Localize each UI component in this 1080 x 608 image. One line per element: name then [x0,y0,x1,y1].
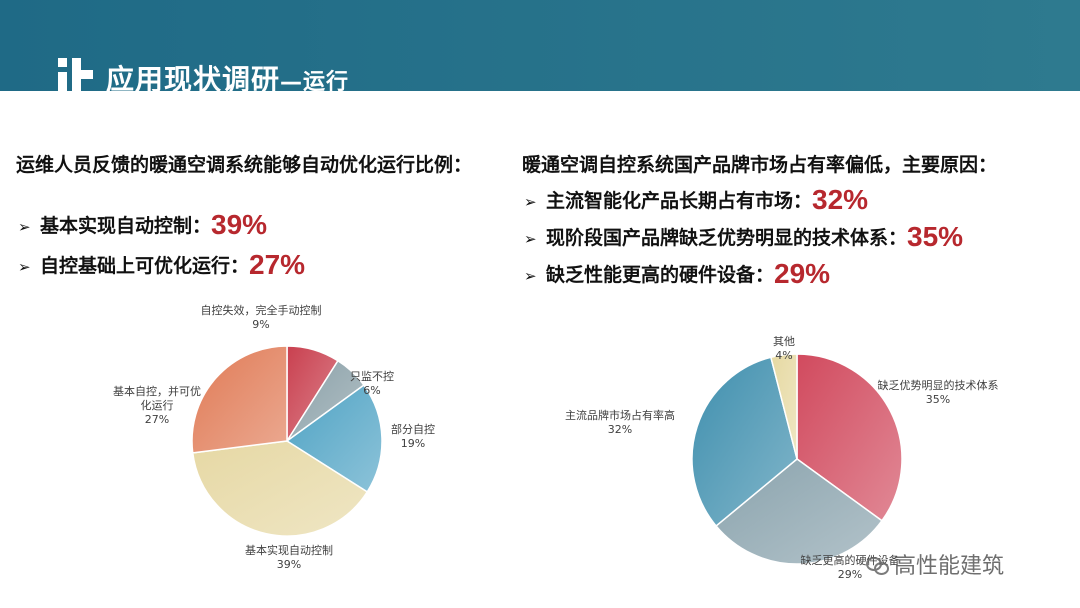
left-bullet-1: ➢ 基本实现自动控制：39% [18,210,267,242]
pie-slice [691,356,798,527]
arrow-bullet-icon: ➢ [524,230,537,248]
right-bullet-2: ➢ 现阶段国产品牌缺乏优势明显的技术体系：35% [524,222,963,254]
pie-slice [191,345,288,454]
slice-label: 其他 4% [773,335,795,362]
slice-label: 部分自控 19% [391,422,435,450]
bullet-text: 现阶段国产品牌缺乏优势明显的技术体系： [546,227,908,249]
header-band: 应用现状调研—运行 [0,0,1080,91]
right-panel-title: 暖通空调自控系统国产品牌市场占有率偏低，主要原因： [522,154,998,176]
wechat-icon [866,555,889,575]
page-title-main: 应用现状调研 [106,63,281,91]
right-bullet-1: ➢ 主流智能化产品长期占有市场：32% [524,185,868,217]
arrow-bullet-icon: ➢ [524,193,537,211]
pie-slice [796,353,903,522]
slice-label: 基本自控，并可优化运行 27% [113,384,201,426]
left-panel-title: 运维人员反馈的暖通空调系统能够自动优化运行比例： [16,154,473,176]
bullet-percent: 35% [907,221,964,252]
slice-label: 主流品牌市场占有率高 32% [565,408,675,436]
page-subtitle: —运行 [280,70,350,91]
pie-slice [285,384,383,493]
slice-label: 基本实现自动控制 39% [245,543,333,571]
pie-slice [769,353,798,460]
bullet-text: 基本实现自动控制： [40,215,212,237]
pie-slice [715,458,883,565]
watermark-text: 高性能建筑 [894,554,1005,579]
slice-label: 只监不控 6% [350,369,394,397]
pie-chart-right: 缺乏优势明显的技术体系 35%缺乏更高的硬件设备 29%主流品牌市场占有率高 32%其… [565,335,999,581]
bullet-text: 缺乏性能更高的硬件设备： [546,264,775,286]
watermark: 高性能建筑 [866,548,1004,580]
bullet-text: 自控基础上可优化运行： [40,255,250,277]
left-bullet-2: ➢ 自控基础上可优化运行：27% [18,250,305,282]
pie-slice [191,440,369,537]
bullet-percent: 32% [812,184,869,215]
logo-icon [58,58,94,91]
slice-label: 缺乏优势明显的技术体系 35% [878,378,999,406]
arrow-bullet-icon: ➢ [524,267,537,285]
right-bullet-3: ➢ 缺乏性能更高的硬件设备：29% [524,259,830,291]
bullet-text: 主流智能化产品长期占有市场： [546,190,813,212]
page-title: 应用现状调研—运行 [106,58,349,91]
bullet-percent: 29% [774,258,831,289]
arrow-bullet-icon: ➢ [18,218,31,236]
bullet-percent: 39% [211,209,268,240]
pie-chart-left: 自控失效，完全手动控制 9% 只监不控 6% 部分自控 19% 基本实现自动控制 39% 基本自… [113,303,435,571]
slice-label: 自控失效，完全手动控制 9% [201,303,322,331]
bullet-percent: 27% [249,249,306,280]
arrow-bullet-icon: ➢ [18,258,31,276]
